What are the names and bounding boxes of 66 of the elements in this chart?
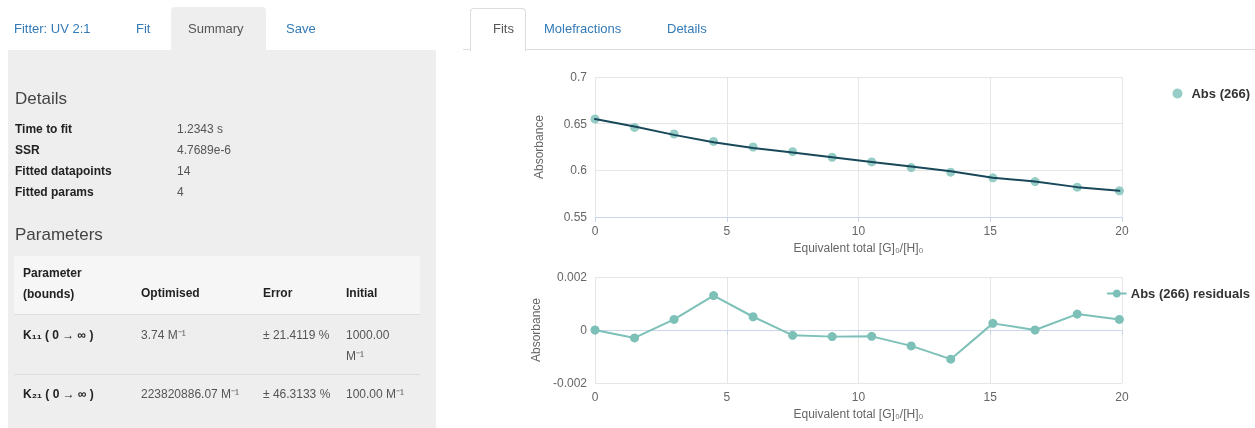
text: Time to fit	[15, 121, 73, 138]
y-tick-label: 0.7	[570, 70, 588, 84]
x-tick-label: 15	[983, 390, 998, 404]
text: Error	[263, 285, 293, 302]
text: K₁₁ ( 0 → ∞ )	[23, 327, 95, 344]
text: Fit	[136, 20, 151, 38]
text: Fitted params	[15, 184, 94, 201]
x-tick-label: 0	[591, 390, 599, 404]
text: Optimised	[141, 285, 200, 302]
text: 14	[177, 163, 191, 180]
point	[590, 325, 600, 335]
point	[988, 318, 998, 328]
text: 223820886.07 M⁻¹	[141, 386, 241, 403]
point	[630, 333, 640, 343]
point	[788, 330, 798, 340]
point	[709, 291, 719, 301]
text: Fitter: UV 2:1	[14, 20, 91, 38]
y-axis-title: Absorbance	[532, 114, 546, 180]
y-tick-label: 0.65	[563, 116, 588, 131]
x-tick-label: 20	[1115, 224, 1129, 238]
text: Details	[15, 89, 67, 108]
point	[827, 332, 837, 342]
text: Details	[667, 20, 707, 38]
text: 4	[177, 184, 184, 201]
text: Initial	[346, 285, 378, 302]
text: 1.2343 s	[177, 121, 224, 138]
y-tick-label: 0.55	[563, 210, 588, 224]
text: SSR	[15, 142, 40, 159]
text: Fits	[493, 20, 514, 38]
point	[1114, 314, 1124, 324]
point	[867, 331, 877, 341]
text: Fitted datapoints	[15, 163, 112, 180]
point	[1030, 325, 1040, 335]
legend-label: Abs (266)	[1191, 86, 1251, 101]
text: Parameter (bounds)	[23, 265, 83, 303]
text: Parameters	[15, 225, 103, 244]
x-tick-label: 10	[851, 390, 866, 404]
y-tick-label: -0.002	[552, 376, 588, 390]
x-tick-label: 5	[723, 224, 731, 238]
point	[946, 354, 956, 364]
x-axis-title: Equivalent total [G]₀/[H]₀	[793, 406, 924, 421]
point	[906, 341, 916, 351]
x-tick-label: 15	[983, 224, 998, 238]
text: ± 21.4119 %	[263, 327, 331, 344]
text: K₂₁ ( 0 → ∞ )	[23, 386, 95, 403]
legend-label: Abs (266) residuals	[1130, 286, 1250, 301]
text: 100.00 M⁻¹	[346, 386, 406, 403]
x-tick-label: 5	[723, 390, 731, 404]
point	[669, 314, 679, 324]
text: Molefractions	[544, 20, 622, 38]
y-tick-label: 0.6	[570, 163, 588, 178]
text: 3.74 M⁻¹	[141, 327, 187, 344]
x-tick-label: 10	[851, 224, 866, 238]
x-axis-title: Equivalent total [G]₀/[H]₀	[793, 240, 924, 255]
x-tick-label: 0	[591, 224, 599, 238]
text: Summary	[188, 20, 244, 38]
x-tick-label: 20	[1115, 390, 1129, 404]
text: 1000.00 M⁻¹	[346, 327, 391, 365]
point	[748, 312, 758, 322]
text: ± 46.3133 %	[263, 386, 332, 403]
text: 4.7689e-6	[177, 142, 232, 159]
y-tick-label: 0	[580, 323, 588, 337]
y-tick-label: 0.002	[556, 270, 588, 284]
text: Save	[286, 20, 316, 38]
y-axis-title: Absorbance	[529, 297, 544, 363]
point	[1072, 309, 1082, 319]
